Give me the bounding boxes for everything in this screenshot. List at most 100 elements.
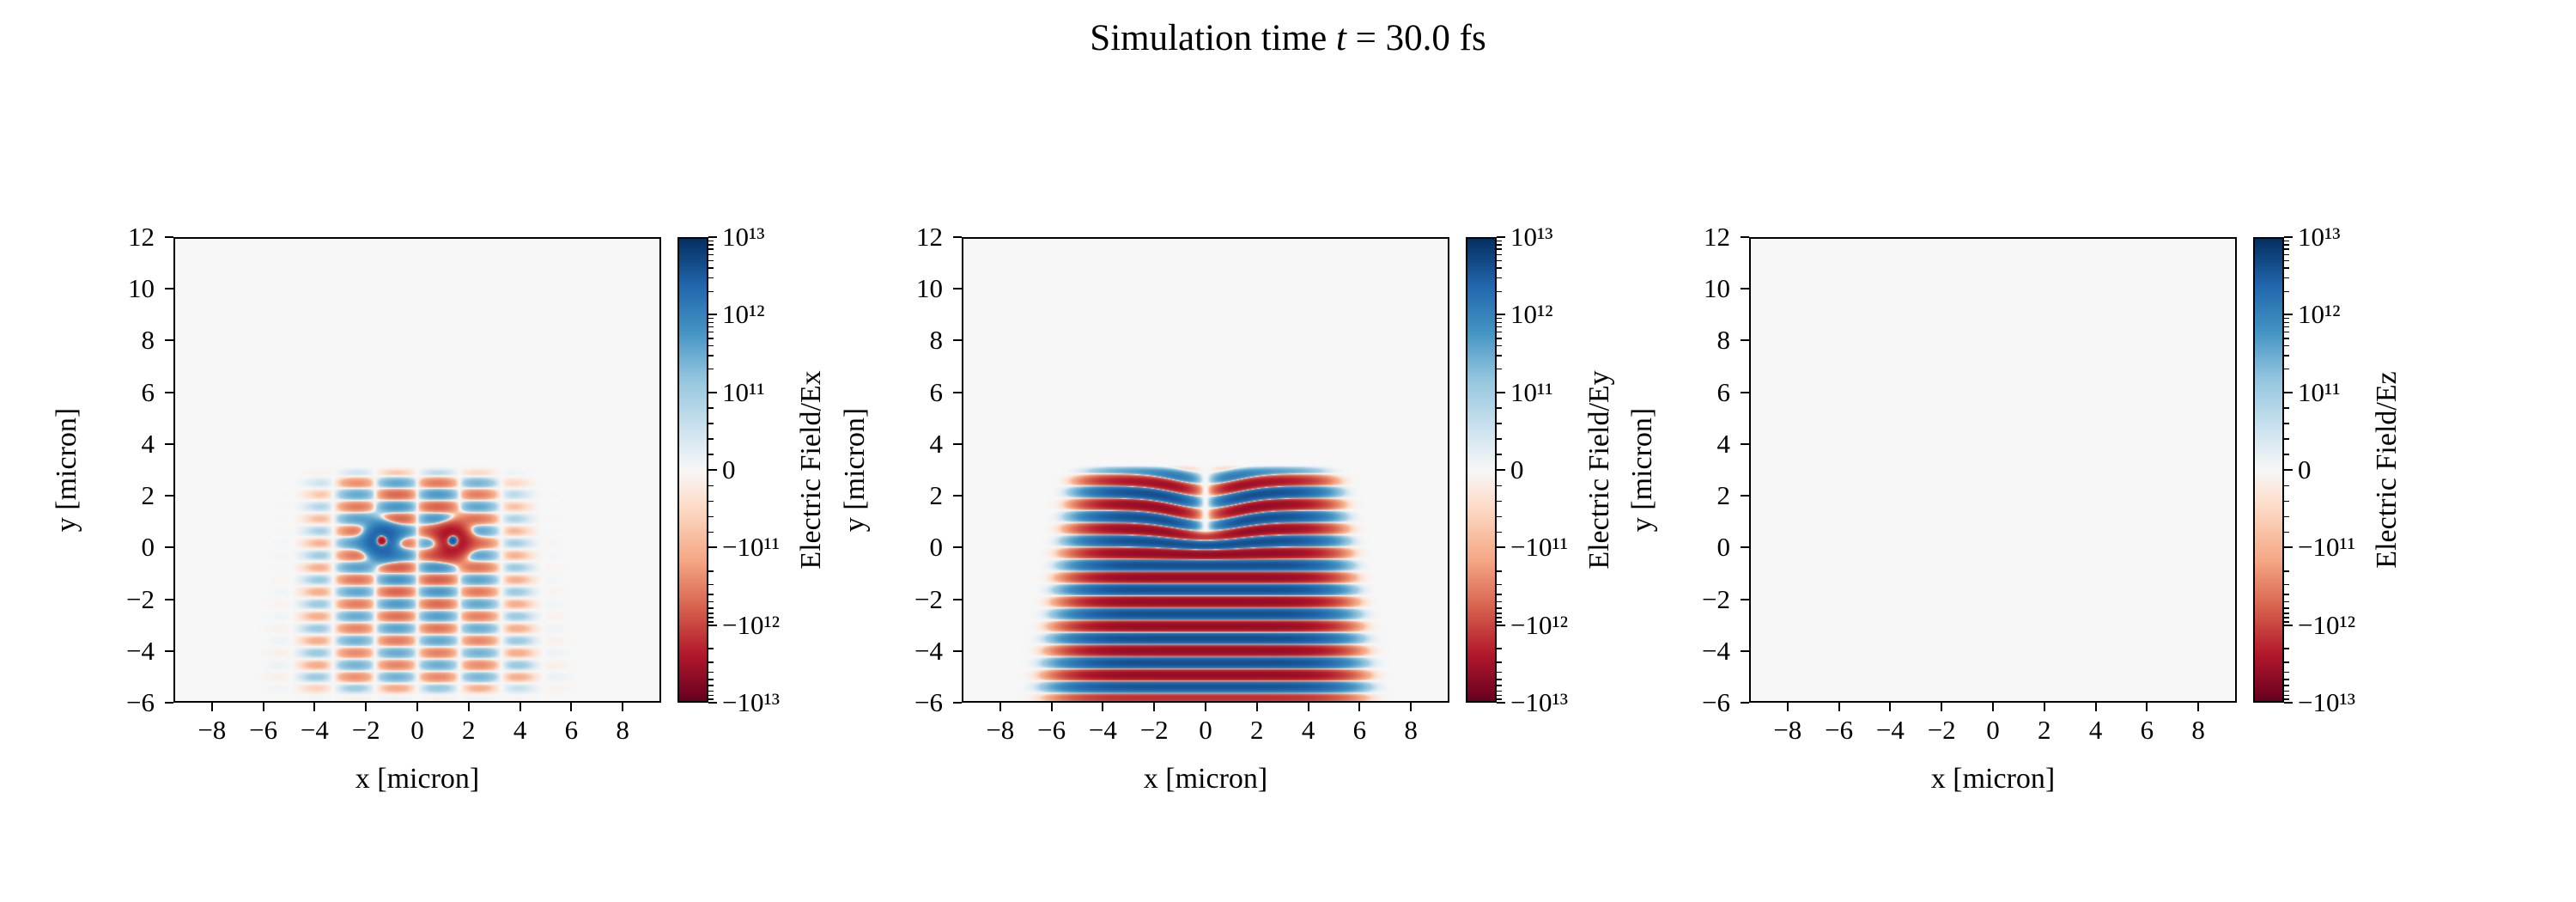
colorbar-minor-tick-mark bbox=[1497, 690, 1502, 692]
colorbar-minor-tick-mark bbox=[2284, 648, 2289, 649]
x-tick-label: −4 bbox=[1875, 715, 1905, 745]
colorbar-tick-mark bbox=[708, 391, 717, 393]
colorbar-minor-tick-mark bbox=[708, 570, 714, 572]
x-tick-mark bbox=[1307, 703, 1309, 711]
x-tick-label: −2 bbox=[351, 715, 380, 745]
colorbar-minor-tick-mark bbox=[708, 661, 714, 663]
y-tick-label: 2 bbox=[1716, 480, 1731, 511]
colorbar-minor-tick-mark bbox=[1497, 531, 1502, 533]
colorbar-tick-mark bbox=[1497, 236, 1505, 238]
x-axis-label: x [micron] bbox=[1143, 763, 1268, 795]
y-tick-label: 8 bbox=[929, 325, 944, 356]
colorbar-tick-mark bbox=[1497, 469, 1505, 471]
colorbar-minor-tick-mark bbox=[708, 355, 714, 357]
colorbar-minor-tick-mark bbox=[1497, 423, 1502, 424]
y-tick-mark bbox=[1741, 236, 1749, 238]
colorbar-minor-tick-mark bbox=[1497, 500, 1502, 503]
colorbar-minor-tick-mark bbox=[708, 583, 714, 586]
colorbar-tick-mark bbox=[2284, 236, 2293, 238]
colorbar-tick-mark bbox=[1497, 546, 1505, 549]
colorbar-minor-tick-mark bbox=[708, 244, 714, 246]
x-tick-label: −2 bbox=[1139, 715, 1169, 745]
x-tick-label: 2 bbox=[462, 715, 476, 745]
colorbar-minor-tick-mark bbox=[2284, 594, 2289, 595]
colorbar-tick-label: −10¹¹ bbox=[1510, 532, 1569, 563]
x-tick-label: −6 bbox=[249, 715, 278, 745]
colorbar-minor-tick-mark bbox=[1497, 515, 1502, 518]
colorbar-minor-tick-mark bbox=[708, 613, 714, 614]
y-tick-mark bbox=[1741, 702, 1749, 704]
colorbar-minor-tick-mark bbox=[1497, 583, 1502, 586]
ex-colorbar-canvas bbox=[679, 239, 707, 701]
colorbar-minor-tick-mark bbox=[1497, 694, 1502, 697]
colorbar-minor-tick-mark bbox=[1497, 338, 1502, 339]
colorbar-tick-label: 10¹³ bbox=[722, 222, 765, 252]
colorbar-tick-label: 10¹¹ bbox=[722, 376, 765, 407]
colorbar-tick-mark bbox=[1497, 624, 1505, 626]
figure-title-suffix: = 30.0 fs bbox=[1346, 18, 1486, 58]
colorbar-tick-label: 10¹¹ bbox=[2298, 376, 2341, 407]
x-tick-label: 0 bbox=[1199, 715, 1212, 745]
colorbar-tick-mark bbox=[1497, 314, 1505, 316]
ey-field-canvas bbox=[963, 239, 1448, 701]
colorbar-tick-label: 0 bbox=[1510, 454, 1524, 485]
colorbar-minor-tick-mark bbox=[1497, 368, 1502, 370]
colorbar-minor-tick-mark bbox=[2284, 317, 2289, 320]
y-tick-label: −4 bbox=[126, 635, 155, 666]
colorbar-tick-mark bbox=[1497, 391, 1505, 393]
y-tick-mark bbox=[165, 598, 173, 600]
x-tick-label: −8 bbox=[986, 715, 1015, 745]
colorbar-minor-tick-mark bbox=[1497, 570, 1502, 572]
colorbar-minor-tick-mark bbox=[708, 368, 714, 370]
colorbar-tick-mark bbox=[708, 546, 717, 549]
y-tick-label: −6 bbox=[126, 687, 155, 717]
colorbar-minor-tick-mark bbox=[2284, 326, 2289, 328]
y-tick-mark bbox=[1741, 649, 1749, 652]
y-tick-mark bbox=[165, 288, 173, 290]
y-axis-label: y [micron] bbox=[839, 407, 871, 533]
colorbar-minor-tick-mark bbox=[2284, 438, 2289, 440]
colorbar-minor-tick-mark bbox=[2284, 277, 2289, 279]
colorbar-minor-tick-mark bbox=[708, 690, 714, 692]
y-tick-label: 4 bbox=[929, 428, 944, 459]
colorbar-minor-tick-mark bbox=[2284, 690, 2289, 692]
colorbar-minor-tick-mark bbox=[708, 607, 714, 609]
colorbar-minor-tick-mark bbox=[2284, 368, 2289, 370]
y-tick-mark bbox=[953, 546, 962, 549]
colorbar-minor-tick-mark bbox=[2284, 331, 2289, 333]
ex-plot-area bbox=[173, 237, 661, 703]
colorbar-minor-tick-mark bbox=[708, 253, 714, 256]
colorbar-minor-tick-mark bbox=[708, 326, 714, 328]
x-tick-label: −8 bbox=[197, 715, 227, 745]
colorbar-minor-tick-mark bbox=[1497, 321, 1502, 324]
y-tick-label: 12 bbox=[128, 222, 155, 252]
figure-title-variable: t bbox=[1335, 18, 1346, 58]
colorbar-tick-label: −10¹² bbox=[722, 609, 781, 640]
colorbar-minor-tick-mark bbox=[708, 694, 714, 697]
y-tick-mark bbox=[165, 495, 173, 497]
colorbar-minor-tick-mark bbox=[1497, 244, 1502, 246]
panel-ey: y [micron] x [micron] Electric Field/Ey … bbox=[833, 222, 1621, 899]
colorbar-minor-tick-mark bbox=[708, 600, 714, 603]
colorbar-minor-tick-mark bbox=[1497, 240, 1502, 242]
colorbar-minor-tick-mark bbox=[2284, 248, 2289, 250]
colorbar-minor-tick-mark bbox=[708, 515, 714, 518]
colorbar-minor-tick-mark bbox=[2284, 661, 2289, 663]
colorbar-minor-tick-mark bbox=[1497, 671, 1502, 673]
x-tick-label: −2 bbox=[1927, 715, 1956, 745]
x-tick-mark bbox=[1358, 703, 1361, 711]
x-tick-mark bbox=[1205, 703, 1206, 711]
ez-colorbar bbox=[2253, 237, 2284, 703]
colorbar-minor-tick-mark bbox=[1497, 438, 1502, 440]
y-tick-mark bbox=[165, 546, 173, 549]
y-tick-mark bbox=[165, 339, 173, 342]
x-tick-mark bbox=[1050, 703, 1053, 711]
colorbar-minor-tick-mark bbox=[2284, 253, 2289, 256]
colorbar-minor-tick-mark bbox=[2284, 259, 2289, 262]
x-tick-mark bbox=[210, 703, 213, 711]
y-tick-label: 2 bbox=[141, 480, 155, 511]
x-tick-label: 4 bbox=[1301, 715, 1315, 745]
colorbar-minor-tick-mark bbox=[708, 317, 714, 320]
colorbar-tick-label: −10¹² bbox=[2298, 609, 2356, 640]
colorbar-minor-tick-mark bbox=[2284, 344, 2289, 347]
